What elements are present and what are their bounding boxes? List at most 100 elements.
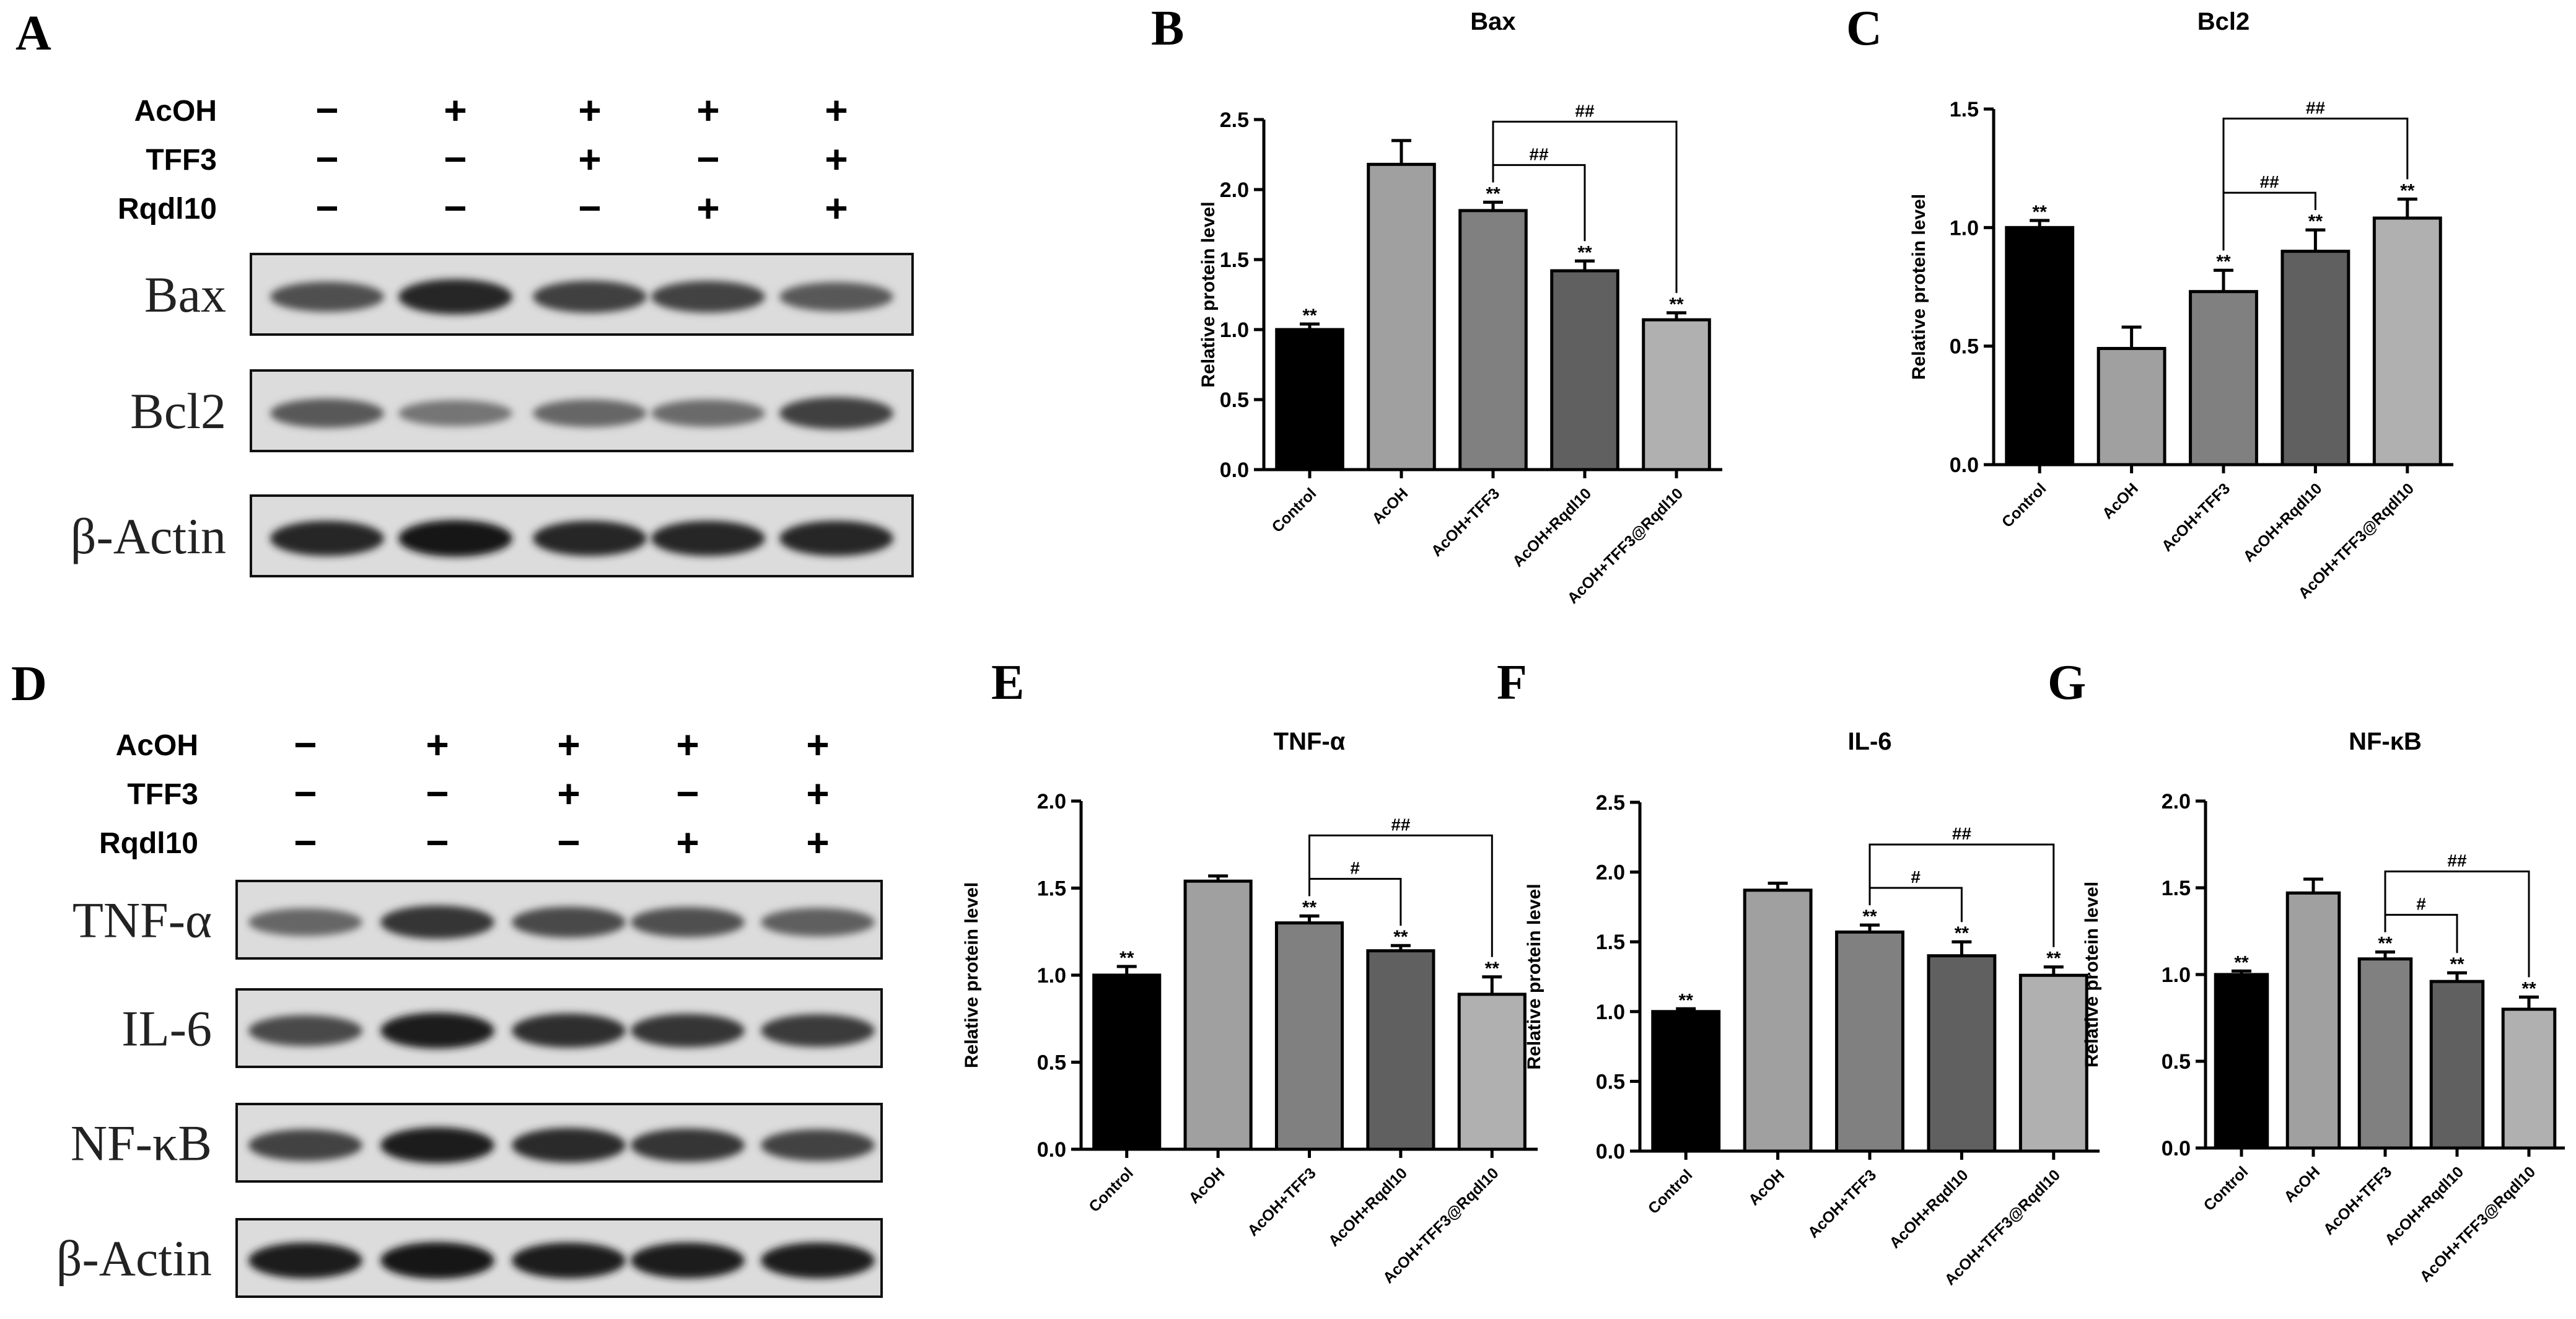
blot-band — [631, 1242, 745, 1279]
x-tick-label: AcOH+TFF3@Rqdl10 — [2417, 1163, 2539, 1286]
condition-sign: + — [825, 137, 848, 182]
condition-label: TFF3 — [146, 144, 217, 177]
bar — [2285, 891, 2341, 1150]
condition-sign: + — [676, 722, 699, 767]
significance-marker: ** — [1669, 294, 1684, 315]
condition-sign: − — [426, 820, 449, 865]
blot-band — [380, 905, 494, 939]
blot-band — [651, 281, 765, 313]
blot-band — [651, 520, 765, 556]
blot-band — [248, 908, 362, 936]
significance-marker: ** — [2216, 252, 2231, 272]
y-tick-label: 0.0 — [1037, 1138, 1066, 1162]
condition-sign: + — [557, 722, 580, 767]
x-tick-label: AcOH — [1745, 1166, 1788, 1209]
y-tick-label: 2.0 — [1037, 790, 1066, 813]
y-tick-label: 1.0 — [1596, 1001, 1625, 1024]
significance-marker: ** — [1486, 183, 1500, 204]
blot-band — [761, 1129, 875, 1162]
x-tick-label: Control — [2201, 1163, 2252, 1214]
bar — [2357, 957, 2413, 1150]
y-tick-label: 2.0 — [1596, 861, 1625, 885]
condition-sign: + — [676, 820, 699, 865]
y-tick-label: 0.5 — [1596, 1070, 1625, 1093]
y-tick-label: 1.0 — [1220, 318, 1249, 342]
panel-letter: C — [1846, 1, 1882, 56]
significance-marker: ** — [1862, 906, 1877, 927]
condition-sign: − — [315, 186, 338, 230]
chart-f: F IL-6 Relative protein level 0.0 0.5 1.0 1.5 2… — [1497, 655, 2100, 1289]
bar-chart-panels: B Bax Relative protein level 0.0 0.5 1.0 1.5 2.… — [962, 1, 2565, 1289]
significance-marker: ** — [1119, 948, 1134, 968]
panel-letter: B — [1151, 1, 1184, 56]
protein-label: IL-6 — [121, 1001, 212, 1057]
y-tick-label: 2.5 — [1596, 791, 1625, 815]
comparison-label: # — [1350, 858, 1360, 877]
bar — [1642, 318, 1711, 471]
blot-band — [761, 1014, 875, 1047]
x-tick-label: AcOH+TFF3 — [1805, 1166, 1880, 1241]
bar — [2189, 290, 2258, 467]
comparison-label: ## — [2260, 172, 2280, 191]
significance-marker: ** — [2450, 954, 2464, 975]
blot-band — [779, 397, 893, 429]
condition-sign: + — [557, 771, 580, 816]
y-tick-label: 2.0 — [1220, 178, 1249, 202]
condition-sign: + — [825, 88, 848, 133]
comparison-bracket — [1308, 834, 1493, 957]
condition-sign: − — [444, 186, 467, 230]
bar — [2280, 250, 2350, 467]
significance-marker: ** — [1679, 990, 1694, 1010]
x-tick-label: AcOH — [2099, 480, 2142, 522]
bar — [1651, 1010, 1721, 1153]
bar — [1275, 328, 1344, 471]
blot-band — [398, 400, 512, 426]
blot-row: Bcl2 — [130, 369, 914, 452]
x-tick-label: Control — [1085, 1164, 1137, 1216]
significance-marker: ** — [1393, 927, 1408, 947]
comparison-bracket — [2222, 191, 2316, 251]
protein-label: Bax — [144, 266, 226, 323]
bar — [2429, 979, 2485, 1150]
condition-sign: + — [806, 820, 829, 865]
bar — [1458, 209, 1528, 471]
significance-marker: ** — [2033, 202, 2048, 222]
significance-marker: ** — [1302, 897, 1317, 918]
y-tick-label: 1.5 — [1596, 931, 1625, 954]
condition-sign: − — [294, 722, 317, 767]
panel-letter: A — [15, 6, 51, 61]
x-tick-label: Control — [1269, 484, 1320, 536]
y-tick-label: 0.5 — [1950, 335, 1979, 359]
blot-band — [512, 1013, 626, 1048]
x-tick-label: AcOH+TFF3 — [1428, 484, 1503, 559]
comparison-label: ## — [1952, 824, 1972, 843]
comparison-bracket — [1308, 877, 1402, 926]
chart-title: TNF-α — [1274, 728, 1346, 755]
significance-marker: ** — [1302, 305, 1317, 326]
bar — [1367, 162, 1436, 471]
bar — [1366, 949, 1435, 1151]
x-tick-label: AcOH — [1185, 1164, 1228, 1207]
x-tick-label: AcOH+Rqdl10 — [1325, 1164, 1411, 1250]
x-tick-label: AcOH+Rqdl10 — [2240, 480, 2325, 565]
bar — [1274, 921, 1344, 1151]
blot-band — [779, 520, 893, 556]
blot-row: NF-κB — [71, 1103, 883, 1183]
bar — [1927, 954, 1997, 1153]
condition-sign: + — [578, 88, 601, 133]
condition-sign: + — [806, 722, 829, 767]
condition-sign: + — [696, 88, 719, 133]
blot-band — [512, 906, 626, 938]
y-tick-label: 0.5 — [1220, 388, 1249, 412]
bar — [2096, 346, 2166, 467]
blot-band — [761, 1242, 875, 1279]
blot-band — [631, 1128, 745, 1162]
y-tick-label: 0.0 — [1220, 458, 1249, 482]
significance-marker: ** — [1577, 242, 1592, 263]
condition-sign: − — [315, 88, 338, 133]
blot-band — [533, 281, 647, 313]
y-tick-label: 0.0 — [1950, 454, 1979, 477]
